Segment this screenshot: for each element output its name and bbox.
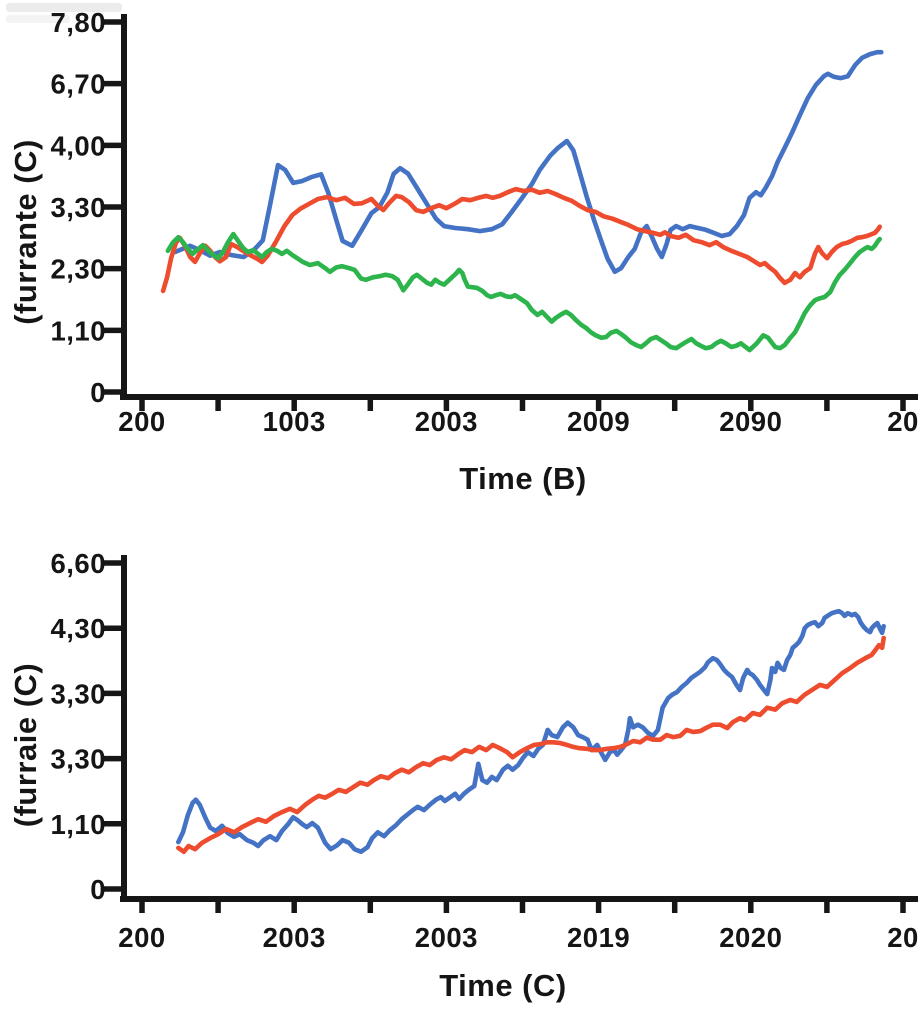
y-tick-label: 7,80 [50, 7, 106, 38]
y-tick-label: 3,30 [50, 678, 106, 709]
y-axis-title: (furrante (C) [8, 139, 43, 325]
red-series-line [176, 635, 886, 855]
y-tick-label: 0 [90, 874, 106, 905]
x-tick-label: 200 [118, 406, 165, 437]
y-tick-label: 1,10 [50, 315, 106, 346]
artifact-smudge [6, 3, 122, 12]
y-tick-label: 0 [90, 377, 106, 408]
x-tick-label: 2003 [415, 406, 478, 437]
x-axis-title: Time (B) [459, 461, 586, 496]
x-tick-label: 2090 [719, 406, 782, 437]
y-tick-label: 1,10 [50, 809, 106, 840]
x-tick-label: 20 [887, 922, 919, 953]
green-series-line [165, 231, 882, 353]
blue-series-line [176, 608, 886, 855]
x-tick-label: 2003 [415, 922, 478, 953]
x-axis-title: Time (C) [439, 968, 566, 1003]
x-tick-label: 2020 [719, 922, 782, 953]
y-tick-label: 6,70 [50, 69, 106, 100]
y-axis-title: (furraie (C) [8, 663, 43, 827]
y-tick-label: 4,30 [50, 613, 106, 644]
y-tick-label: 6,60 [50, 548, 106, 579]
x-tick-label: 200 [118, 922, 165, 953]
x-tick-label: 1003 [263, 406, 326, 437]
x-tick-label: 2009 [567, 406, 630, 437]
artifact-smudge [6, 15, 70, 23]
blue-series-line [172, 49, 884, 275]
x-tick-label: 2003 [263, 922, 326, 953]
y-tick-label: 2,30 [50, 254, 106, 285]
x-tick-label: 20 [887, 406, 919, 437]
red-series-line [160, 186, 882, 294]
y-tick-label: 3,30 [50, 192, 106, 223]
y-tick-label: 3,30 [50, 744, 106, 775]
y-tick-label: 4,00 [50, 130, 106, 161]
x-tick-label: 2019 [567, 922, 630, 953]
